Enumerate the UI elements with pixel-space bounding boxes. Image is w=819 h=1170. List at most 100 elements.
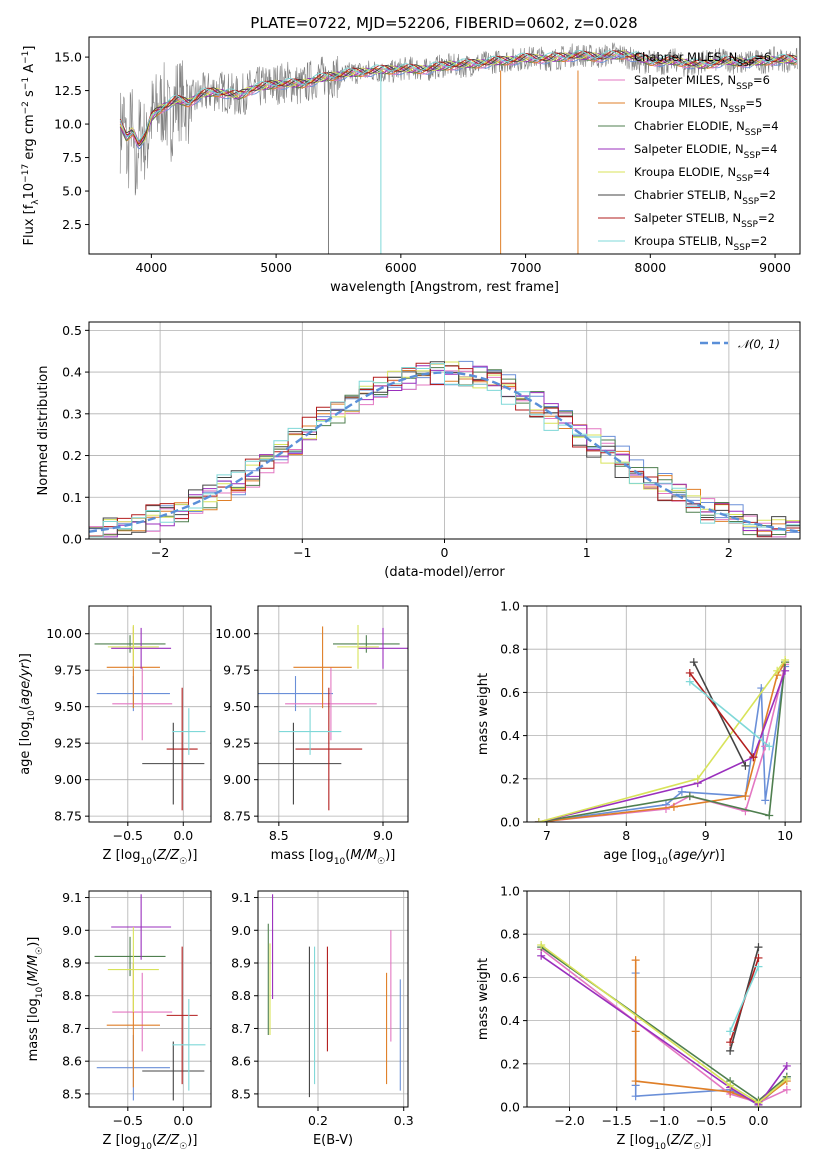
y-tick-label: 0.1 [62, 490, 82, 505]
y-tick-label: 9.50 [223, 699, 251, 714]
x-tick-label: −2.0 [554, 1113, 584, 1128]
x-axis-label: (data-model)/error [384, 565, 505, 580]
x-tick-label: 9000 [759, 260, 791, 275]
y-tick-label: 9.0 [231, 923, 251, 938]
y-tick-label: 0.6 [500, 970, 520, 985]
mass-weight-marker [537, 941, 546, 949]
mass-weight-marker [689, 658, 698, 667]
y-tick-label: 0.2 [500, 1056, 520, 1071]
legend-entry: Chabrier ELODIE, NSSP=4 [634, 119, 779, 138]
y-tick-label: 0.0 [500, 1100, 520, 1115]
mass-weight-line [693, 661, 747, 767]
legend-entry: 𝒩(0, 1) [738, 337, 780, 351]
mass-weight-line [540, 944, 788, 1104]
mass-weight-marker [726, 1027, 735, 1036]
x-tick-label: 10 [777, 828, 793, 843]
legend-entry: Kroupa ELODIE, NSSP=4 [634, 165, 770, 184]
legend-entry: Kroupa STELIB, NSSP=2 [634, 234, 767, 253]
x-tick-label: 0.3 [394, 1113, 414, 1128]
spectrum-model-line [119, 50, 797, 146]
normal-reference-curve [89, 371, 800, 533]
mass-weight-marker [754, 1098, 763, 1107]
y-tick-label: 5.0 [62, 184, 82, 199]
mass-weight-marker [765, 811, 774, 820]
mass-weight-marker [685, 668, 694, 677]
mass-weight-marker [754, 962, 763, 971]
legend-entry: Chabrier STELIB, NSSP=2 [634, 188, 776, 207]
y-tick-label: 2.5 [62, 217, 82, 232]
mass-weight-marker [726, 1038, 735, 1047]
histogram-step [89, 363, 800, 538]
y-tick-label: 8.5 [62, 1086, 82, 1101]
axes-frame [257, 890, 409, 1108]
plot-area [258, 606, 408, 822]
y-tick-label: 0.4 [62, 365, 82, 380]
y-tick-label: 10.0 [54, 117, 82, 132]
y-axis-label: mass weight [476, 673, 491, 755]
x-tick-label: 7 [543, 828, 551, 843]
y-tick-label: 8.9 [231, 956, 251, 971]
y-tick-label: 8.8 [62, 988, 82, 1003]
y-tick-label: 8.9 [62, 956, 82, 971]
mass-weight-marker [726, 1046, 735, 1055]
mass-weight-marker [726, 1081, 735, 1090]
x-tick-label: 1 [583, 545, 591, 560]
x-tick-label: 9 [702, 828, 710, 843]
y-tick-label: 1.0 [500, 884, 520, 899]
mass-weight-marker [765, 742, 774, 751]
legend-entry: Salpeter MILES, NSSP=6 [634, 73, 770, 92]
y-tick-label: 9.00 [223, 772, 251, 787]
y-tick-label: 9.75 [54, 663, 82, 678]
mass-weight-marker [781, 656, 790, 664]
x-tick-label: 0.2 [308, 1113, 328, 1128]
y-tick-label: 9.50 [54, 699, 82, 714]
y-tick-label: 9.0 [62, 923, 82, 938]
x-axis-label: age [log10(age/yr)] [603, 848, 725, 867]
y-tick-label: 12.5 [54, 83, 82, 98]
mass-weight-marker [741, 761, 750, 770]
y-tick-label: 0.2 [62, 448, 82, 463]
mass-weight-line [689, 672, 754, 758]
mass-weight-marker [631, 1027, 640, 1036]
mass-weight-marker [685, 677, 694, 686]
y-tick-label: 8.5 [231, 1086, 251, 1101]
y-tick-label: 0.8 [500, 927, 520, 942]
mass-weight-marker [754, 943, 763, 952]
x-tick-label: 0.0 [173, 828, 193, 843]
legend-entry: Salpeter STELIB, NSSP=2 [634, 211, 775, 230]
mass-weight-line [538, 666, 786, 822]
spectrum-model-line [119, 50, 798, 147]
x-tick-label: 2 [725, 545, 733, 560]
x-axis-label: wavelength [Angstrom, rest frame] [330, 280, 559, 295]
x-tick-label: 6000 [385, 260, 417, 275]
mass-weight-marker [782, 1074, 791, 1083]
mass-weight-line [538, 659, 786, 822]
mass-weight-line [538, 662, 786, 822]
y-tick-label: 0.6 [500, 685, 520, 700]
y-tick-label: 0.3 [62, 406, 82, 421]
x-tick-label: 0 [441, 545, 449, 560]
mass-weight-line [689, 680, 770, 748]
y-tick-label: 0.8 [500, 642, 520, 657]
subplot-residuals: −2 −1 0 1 2 0.0 0.1 0.2 0.3 0.4 0.5 (data-model)/er… [36, 321, 801, 580]
y-tick-label: 0.5 [62, 323, 82, 338]
mass-weight-marker [761, 796, 770, 805]
mass-weight-line [540, 955, 788, 1106]
plot-area [89, 891, 211, 1107]
x-tick-label: 4000 [135, 260, 167, 275]
y-tick-label: 9.1 [231, 890, 251, 905]
x-tick-label: −2 [151, 545, 169, 560]
axes-frame [88, 605, 212, 823]
plot-area [119, 42, 798, 254]
plot-area [527, 891, 801, 1107]
y-tick-label: 0.0 [500, 815, 520, 830]
plot-area [258, 891, 408, 1107]
x-tick-label: 0.0 [749, 1113, 769, 1128]
spectrum-model-line [119, 50, 798, 144]
mass-weight-line [538, 664, 786, 822]
axes-frame [257, 605, 409, 823]
mass-weight-marker [741, 807, 750, 816]
mass-weight-marker [754, 953, 763, 962]
mass-weight-line [538, 661, 786, 822]
mass-weight-marker [631, 1092, 640, 1101]
